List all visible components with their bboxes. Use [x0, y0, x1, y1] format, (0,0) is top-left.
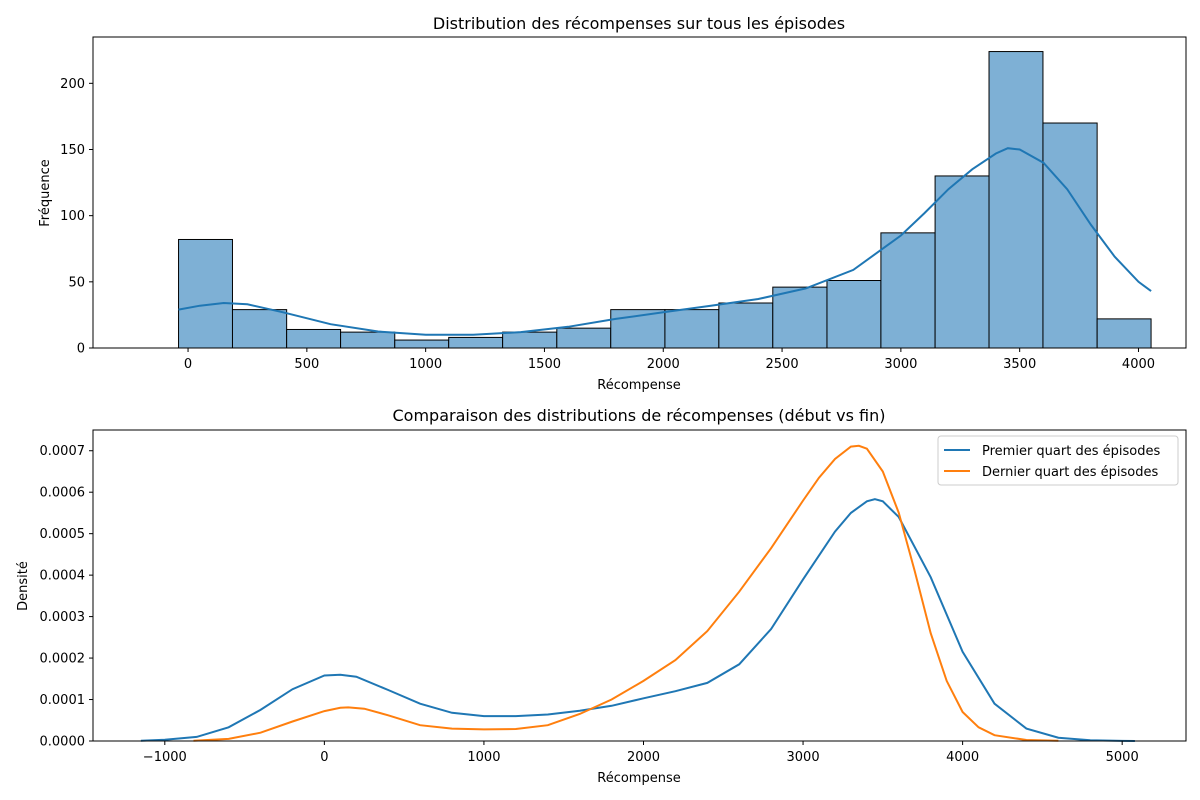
density-title: Comparaison des distributions de récompe…	[392, 406, 885, 425]
histogram-bar	[340, 331, 396, 349]
x-tick-label: 0	[320, 750, 328, 765]
histogram-chart: Distribution des récompenses sur tous le…	[38, 14, 1187, 393]
histogram-title: Distribution des récompenses sur tous le…	[433, 14, 845, 33]
x-tick-label: 2000	[647, 357, 680, 372]
density-y-ticks: 0.0000 0.0001 0.0002 0.0003 0.0004 0.0005 0.00…	[40, 444, 93, 750]
density-series-line-1	[193, 444, 1059, 742]
histogram-bar	[934, 175, 990, 349]
histogram-bar	[988, 51, 1044, 349]
histogram-bar	[718, 302, 774, 349]
y-tick-label: 50	[68, 275, 85, 290]
histogram-bar	[664, 309, 720, 349]
density-y-axis-label: Densité	[16, 561, 31, 611]
histogram-frame	[92, 36, 1187, 349]
density-frame	[92, 429, 1187, 742]
density-x-ticks: −1000 0 1000 2000 3000 4000 5000	[143, 741, 1139, 765]
y-tick-label: 150	[60, 143, 85, 158]
histogram-x-axis-label: Récompense	[597, 378, 680, 393]
histogram-bar	[394, 339, 450, 349]
histogram-bar	[1042, 122, 1098, 349]
histogram-bar	[772, 286, 828, 349]
y-tick-label: 0.0000	[40, 735, 86, 750]
histogram-bar	[502, 331, 558, 349]
x-tick-label: −1000	[143, 750, 187, 765]
density-series-line-0	[140, 498, 1135, 742]
x-tick-label: 3500	[1003, 357, 1036, 372]
histogram-bar	[286, 328, 342, 349]
y-tick-label: 0	[77, 342, 85, 357]
histogram-bar	[826, 280, 882, 349]
histogram-y-ticks: 0 50 100 150 200	[60, 77, 93, 357]
histogram-bar	[1096, 318, 1152, 349]
density-legend: Premier quart des épisodes Dernier quart…	[937, 435, 1179, 486]
x-tick-label: 2500	[766, 357, 799, 372]
y-tick-label: 0.0003	[40, 610, 86, 625]
y-tick-label: 0.0005	[40, 527, 86, 542]
x-tick-label: 5000	[1106, 750, 1139, 765]
x-tick-label: 3000	[787, 750, 820, 765]
legend-label-premier: Premier quart des épisodes	[982, 444, 1160, 459]
histogram-bar	[178, 238, 233, 349]
y-tick-label: 100	[60, 209, 85, 224]
histogram-y-axis-label: Fréquence	[38, 159, 53, 226]
x-tick-label: 1500	[528, 357, 561, 372]
y-tick-label: 0.0007	[40, 444, 86, 459]
x-tick-label: 0	[184, 357, 192, 372]
density-lines	[140, 444, 1135, 742]
histogram-bar	[880, 232, 936, 349]
legend-box	[937, 435, 1179, 486]
x-tick-label: 2000	[627, 750, 660, 765]
y-tick-label: 0.0001	[40, 693, 86, 708]
histogram-bar	[448, 336, 504, 349]
histogram-kde-line	[178, 147, 1152, 336]
x-tick-label: 4000	[946, 750, 979, 765]
y-tick-label: 0.0006	[40, 486, 86, 501]
x-tick-label: 1000	[409, 357, 442, 372]
x-tick-label: 500	[294, 357, 319, 372]
legend-label-dernier: Dernier quart des épisodes	[982, 465, 1158, 480]
histogram-bar	[556, 327, 612, 349]
density-x-axis-label: Récompense	[597, 771, 680, 786]
x-tick-label: 1000	[467, 750, 500, 765]
density-chart: Comparaison des distributions de récompe…	[16, 406, 1187, 786]
histogram-x-ticks: 0 500 1000 1500 2000 2500 3000 3500 4000	[184, 348, 1155, 372]
y-tick-label: 0.0004	[40, 569, 86, 584]
y-tick-label: 0.0002	[40, 652, 86, 667]
histogram-bars	[178, 51, 1152, 349]
x-tick-label: 3000	[884, 357, 917, 372]
x-tick-label: 4000	[1122, 357, 1155, 372]
histogram-bar	[231, 309, 288, 349]
y-tick-label: 200	[60, 77, 85, 92]
